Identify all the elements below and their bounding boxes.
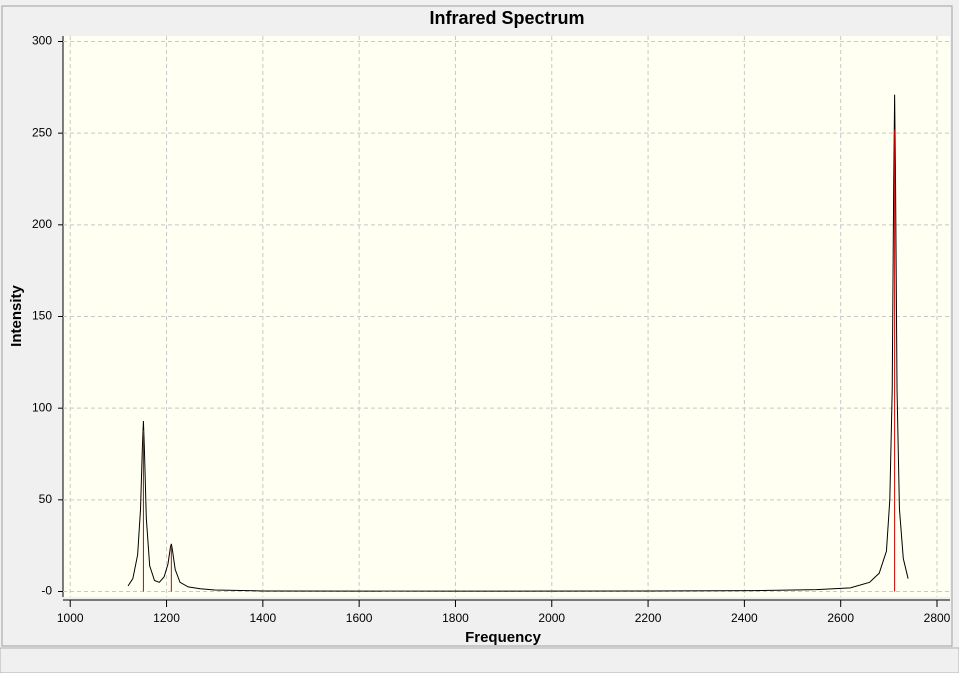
y-tick-label: 150 <box>32 309 52 323</box>
status-bar <box>0 647 959 673</box>
y-tick-label: 200 <box>32 217 52 231</box>
chart-title: Infrared Spectrum <box>429 8 584 28</box>
y-tick-label: -0 <box>41 584 52 598</box>
y-axis-label: Intensity <box>8 285 25 347</box>
x-tick-label: 2000 <box>538 611 565 625</box>
x-tick-label: 1600 <box>346 611 373 625</box>
x-tick-label: 2600 <box>827 611 854 625</box>
y-tick-label: 300 <box>32 34 52 48</box>
y-tick-label: 250 <box>32 125 52 139</box>
x-tick-label: 1400 <box>249 611 276 625</box>
x-axis-label: Frequency <box>465 629 542 646</box>
y-tick-label: 100 <box>32 400 52 414</box>
y-tick-label: 50 <box>39 492 53 506</box>
x-tick-label: 1000 <box>57 611 84 625</box>
spectrum-line <box>127 94 909 592</box>
x-tick-label: 2200 <box>635 611 662 625</box>
x-tick-label: 1200 <box>153 611 180 625</box>
x-tick-label: 2400 <box>731 611 758 625</box>
x-tick-label: 2800 <box>924 611 951 625</box>
x-tick-label: 1800 <box>442 611 469 625</box>
